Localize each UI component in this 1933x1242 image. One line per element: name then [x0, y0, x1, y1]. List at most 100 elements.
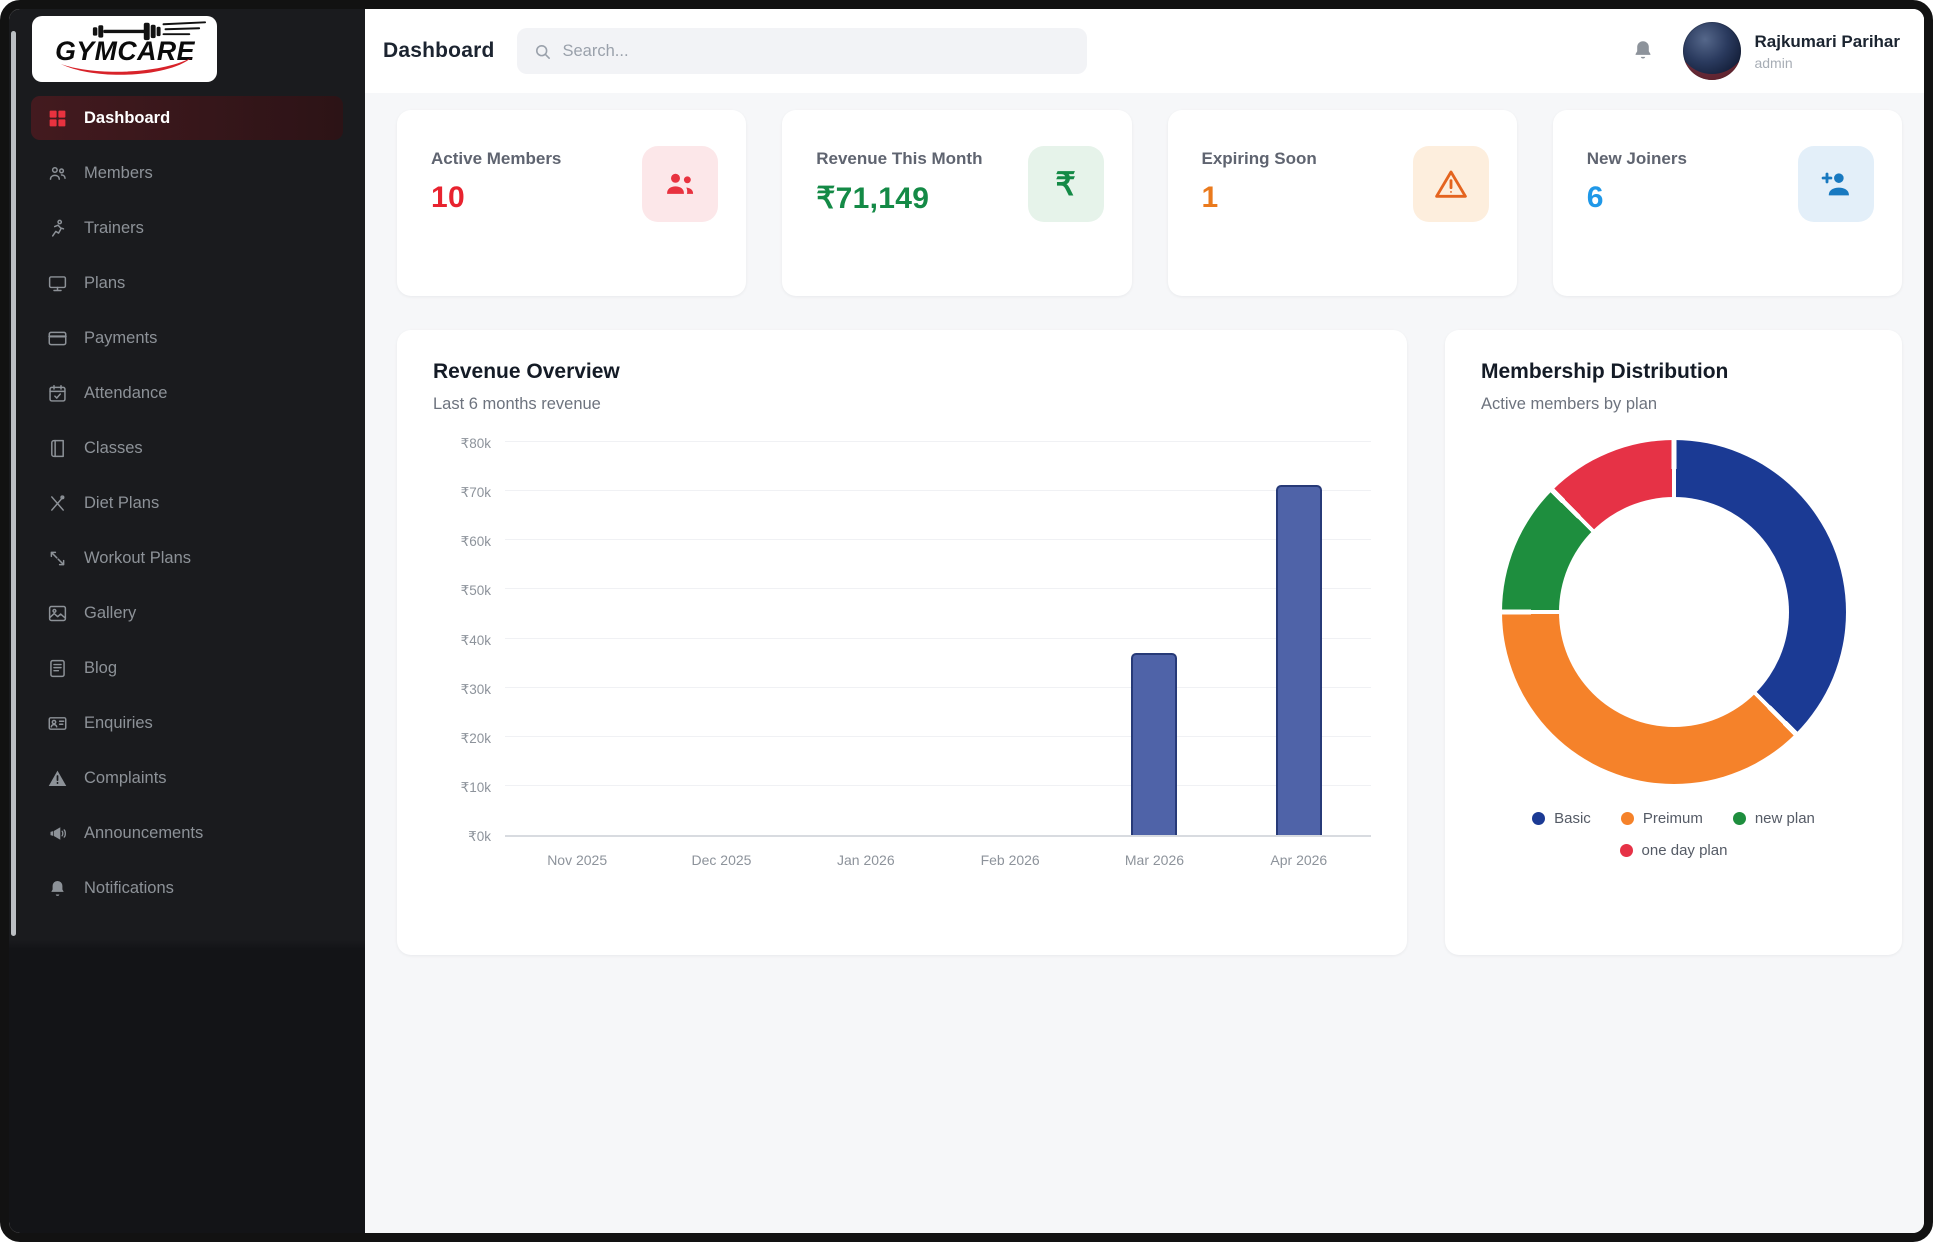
legend-label: new plan [1754, 810, 1815, 827]
legend-item-preimum[interactable]: Preimum [1620, 810, 1703, 827]
revenue-chart-title: Revenue Overview [433, 360, 620, 383]
sidebar-item-dashboard[interactable]: Dashboard [31, 96, 343, 140]
stat-value: 1 [1201, 181, 1219, 215]
gridline [505, 784, 1371, 786]
sidebar-item-blog[interactable]: Blog [31, 646, 343, 690]
membership-donut-chart [1501, 440, 1846, 784]
gridline [505, 539, 1371, 541]
revenue-bar-chart: ₹0k ₹10k ₹20k ₹30k ₹40k ₹50k ₹60k ₹70k ₹80k [433, 436, 1371, 844]
bar-apr-2026 [1275, 485, 1322, 835]
legend-dot [1532, 812, 1546, 825]
sidebar-item-label: Notifications [84, 878, 174, 897]
y-tick-label: ₹80k [460, 436, 491, 451]
diet-plans-icon [46, 492, 68, 514]
sidebar-item-diet-plans[interactable]: Diet Plans [31, 481, 343, 525]
sidebar-item-trainers[interactable]: Trainers [31, 206, 343, 250]
stat-label: Expiring Soon [1201, 149, 1317, 168]
bar-slot-mar-2026 [1082, 444, 1226, 835]
stat-value: ₹71,149 [816, 182, 930, 216]
sidebar-item-gallery[interactable]: Gallery [31, 591, 343, 635]
person-add-icon [1798, 146, 1874, 222]
attendance-icon [46, 382, 68, 404]
gridline [505, 637, 1371, 639]
stat-card-new-joiners: New Joiners 6 [1552, 110, 1902, 296]
user-menu[interactable]: Rajkumari Parihar admin [1683, 22, 1900, 80]
legend-item-new-plan[interactable]: new plan [1732, 810, 1815, 827]
search-input[interactable] [562, 41, 1071, 61]
logo-swoosh [60, 57, 191, 75]
y-tick-label: ₹60k [460, 534, 491, 550]
search-icon [535, 44, 550, 59]
sidebar-item-announcements[interactable]: Announcements [31, 811, 343, 855]
donut-legend: Basic Preimum new plan one day plan [1481, 810, 1866, 859]
gridline [505, 735, 1371, 737]
sidebar-item-classes[interactable]: Classes [31, 426, 343, 470]
classes-icon [46, 437, 68, 459]
sidebar-item-enquiries[interactable]: Enquiries [31, 701, 343, 745]
membership-chart-title: Membership Distribution [1481, 360, 1729, 383]
gridline [505, 686, 1371, 688]
stat-card-text: Expiring Soon 1 [1202, 146, 1317, 296]
gridline [505, 490, 1371, 492]
stat-card-active-members: Active Members 10 [397, 110, 747, 296]
sidebar-item-label: Dashboard [84, 108, 171, 127]
x-tick-label: Feb 2026 [980, 852, 1040, 868]
legend-item-one-day-plan[interactable]: one day plan [1619, 842, 1728, 859]
bar-mar-2026 [1131, 653, 1178, 835]
sidebar-item-label: Blog [84, 658, 118, 677]
page-title: Dashboard [383, 39, 495, 62]
bar-slot-jan-2026 [794, 444, 938, 835]
stat-card-expiring-soon: Expiring Soon 1 [1167, 110, 1517, 296]
sidebar-item-label: Diet Plans [84, 493, 160, 512]
y-tick-label: ₹20k [460, 730, 491, 746]
x-tick-label: Dec 2025 [691, 852, 752, 868]
dashboard-content: Active Members 10 Revenue This Month ₹71,14… [365, 93, 1924, 1233]
x-tick-label: Jan 2026 [837, 852, 895, 868]
sidebar-nav: Dashboard Members Trainers Plans Payments Att… [9, 96, 365, 910]
legend-item-basic[interactable]: Basic [1532, 810, 1591, 827]
bar-slot-dec-2025 [649, 444, 793, 835]
sidebar-item-attendance[interactable]: Attendance [31, 371, 343, 415]
brand-name: GYMCARE [55, 36, 196, 66]
legend-dot [1620, 812, 1634, 825]
x-tick-label: Apr 2026 [1270, 852, 1328, 868]
sidebar-item-complaints[interactable]: Complaints [31, 756, 343, 800]
legend-label: Basic [1554, 810, 1591, 827]
sidebar-item-label: Complaints [84, 768, 167, 787]
sidebar-item-plans[interactable]: Plans [31, 261, 343, 305]
dashboard-icon [46, 107, 68, 129]
membership-chart-subtitle: Active members by plan [1481, 395, 1658, 413]
bar-slot-feb-2026 [938, 444, 1082, 835]
sidebar-item-label: Plans [84, 273, 126, 292]
members-group-icon [642, 146, 719, 222]
legend-label: one day plan [1641, 842, 1728, 859]
plans-icon [46, 272, 68, 294]
sidebar-scrollbar[interactable] [11, 31, 16, 936]
bell-icon[interactable] [1631, 38, 1657, 64]
stat-label: Active Members [431, 149, 562, 168]
charts-row: Revenue Overview Last 6 months revenue ₹… [397, 330, 1902, 955]
y-tick-label: ₹0k [468, 829, 491, 844]
legend-label: Preimum [1642, 810, 1703, 827]
sidebar-item-label: Trainers [84, 218, 144, 237]
avatar[interactable] [1683, 22, 1742, 80]
sidebar-item-label: Announcements [84, 823, 204, 842]
sidebar-item-payments[interactable]: Payments [31, 316, 343, 360]
sidebar: GYMCARE Dashboard Members Trainers Plans Pay… [9, 9, 365, 1233]
search-box[interactable] [516, 28, 1087, 74]
revenue-chart-subtitle: Last 6 months revenue [433, 395, 601, 413]
stat-value: 6 [1586, 181, 1604, 215]
warning-triangle-icon [1412, 146, 1489, 222]
bars-row [505, 444, 1371, 835]
enquiries-icon [46, 712, 68, 734]
sidebar-item-notifications[interactable]: Notifications [31, 866, 343, 910]
brand-logo[interactable]: GYMCARE [32, 16, 217, 82]
sidebar-item-label: Payments [84, 328, 158, 347]
sidebar-item-members[interactable]: Members [31, 151, 343, 195]
topbar: Dashboard Rajkumari Parihar admin [365, 9, 1924, 93]
main-area: Dashboard Rajkumari Parihar admin [365, 9, 1924, 1233]
sidebar-item-workout-plans[interactable]: Workout Plans [31, 536, 343, 580]
workout-plans-icon [46, 547, 68, 569]
gridline [505, 588, 1371, 590]
